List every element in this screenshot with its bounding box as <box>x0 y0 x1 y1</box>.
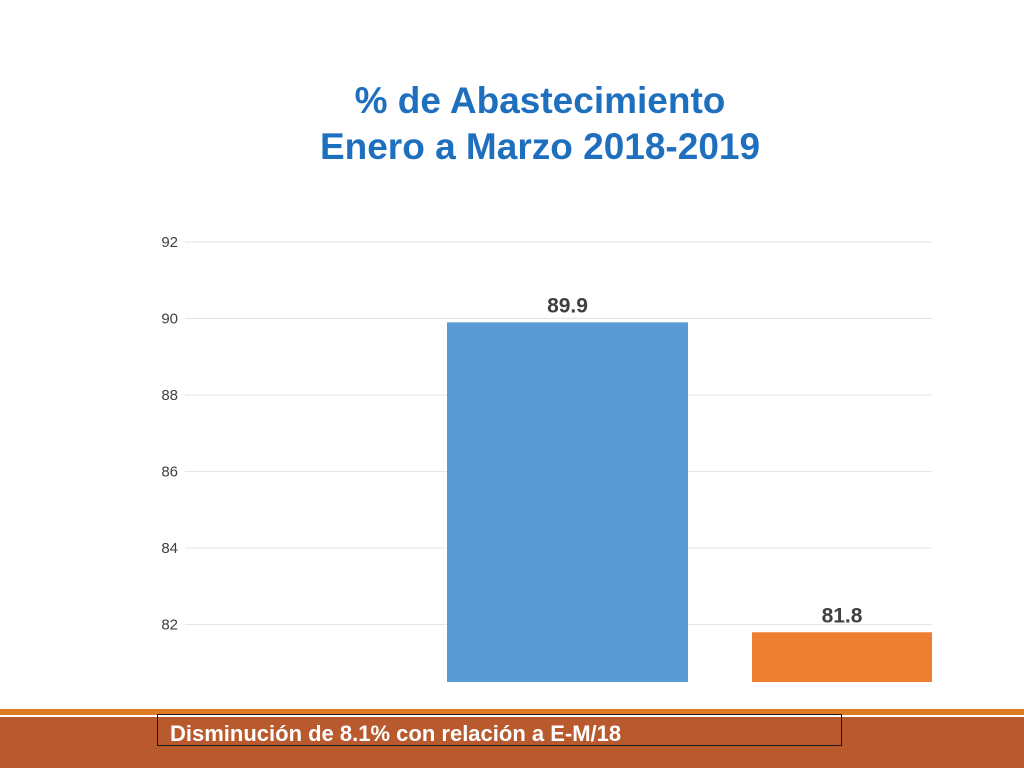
y-tick-label-92: 92 <box>161 234 178 251</box>
chart-title: % de Abastecimiento <box>354 80 726 121</box>
chart-title-block: % de Abastecimiento Enero a Marzo 2018-2… <box>180 78 900 170</box>
chart-subtitle: Enero a Marzo 2018-2019 <box>319 126 761 167</box>
data-label-1: 89.9 <box>547 294 588 317</box>
footer-accent-line <box>0 709 1024 715</box>
y-tick-label-88: 88 <box>161 387 178 404</box>
bar-1 <box>447 322 688 682</box>
footer-text: Disminución de 8.1% con relación a E-M/1… <box>170 721 622 746</box>
y-tick-label-86: 86 <box>161 464 178 481</box>
bar-2 <box>752 632 932 682</box>
footer-bar <box>0 717 1024 768</box>
y-tick-label-84: 84 <box>161 540 178 557</box>
bar-chart: 82 84 86 88 90 92 89.9 81.8 <box>161 234 932 682</box>
y-tick-label-90: 90 <box>161 311 178 328</box>
y-tick-label-82: 82 <box>161 617 178 634</box>
data-label-2: 81.8 <box>822 604 863 627</box>
footer-outline-box <box>157 714 842 746</box>
